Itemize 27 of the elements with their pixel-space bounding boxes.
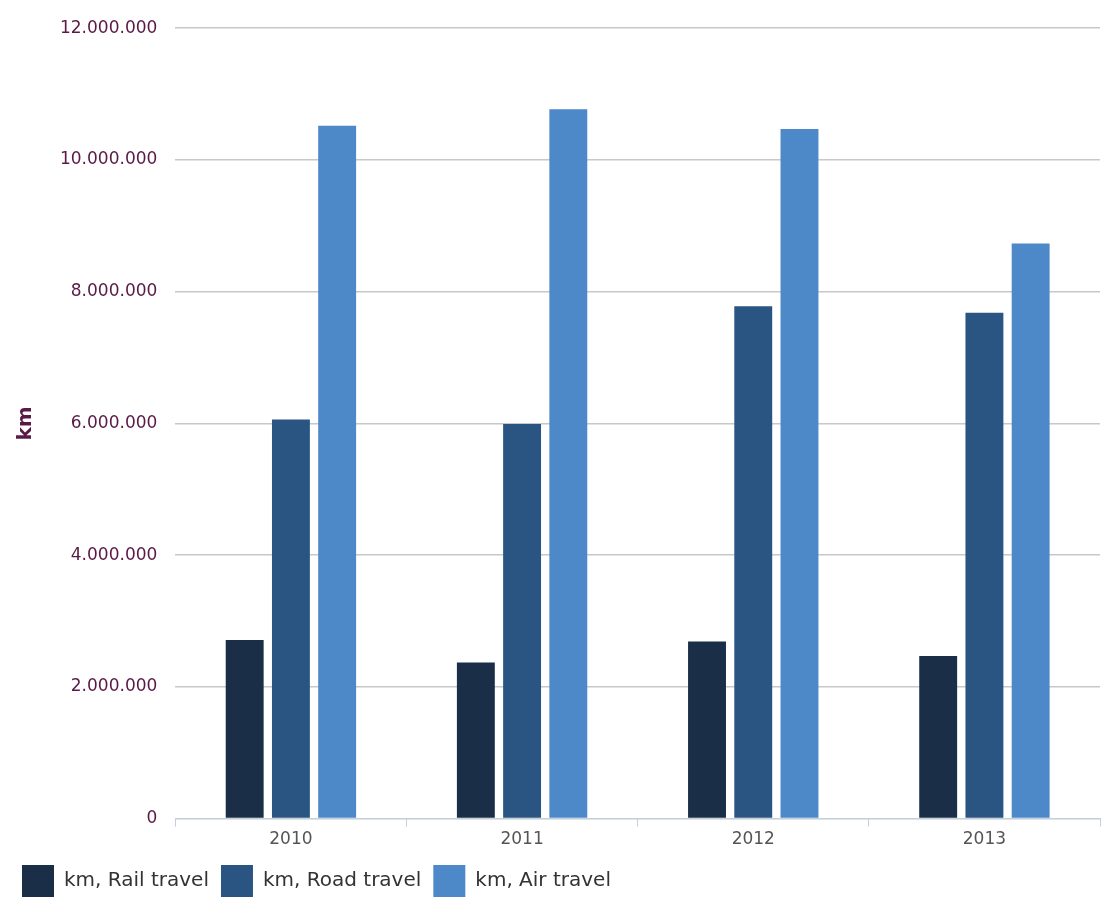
legend-label: km, Rail travel (64, 867, 209, 892)
legend-label: km, Road travel (262, 867, 422, 892)
y-axis-title: km (12, 406, 37, 441)
bar (225, 640, 264, 818)
legend-label: km, Air travel (475, 867, 611, 892)
y-tick-label: 12.000.000 (59, 16, 158, 37)
bar (734, 306, 773, 818)
bar (503, 424, 542, 818)
x-tick-label: 2013 (962, 828, 1007, 849)
bar (919, 655, 958, 818)
y-tick-label: 4.000.000 (70, 543, 158, 564)
bar (549, 109, 588, 818)
y-tick-label: 8.000.000 (70, 280, 158, 301)
bar (318, 125, 357, 818)
y-tick-label: 0 (146, 807, 158, 828)
y-tick-label: 6.000.000 (70, 411, 158, 432)
x-tick-label: 2011 (500, 828, 544, 849)
bar (688, 641, 726, 818)
x-tick-label: 2010 (269, 828, 313, 849)
bar (271, 419, 310, 818)
bar (780, 128, 819, 818)
x-tick-label: 2012 (731, 828, 775, 849)
bar (965, 312, 1004, 818)
bar (456, 662, 495, 818)
y-tick-label: 2.000.000 (70, 675, 158, 696)
y-tick-label: 10.000.000 (59, 148, 158, 169)
bar (1011, 243, 1050, 818)
